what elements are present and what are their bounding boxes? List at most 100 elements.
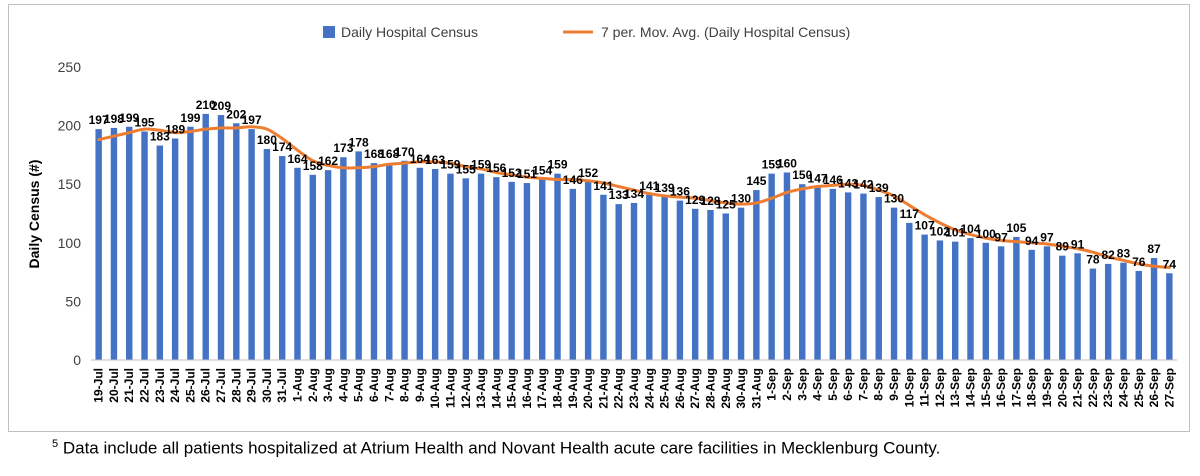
x-tick-label: 3-Aug xyxy=(321,368,335,402)
bar xyxy=(722,213,729,360)
bar xyxy=(156,145,164,360)
data-label: 202 xyxy=(226,107,246,121)
data-label: 117 xyxy=(900,207,920,221)
bar xyxy=(615,204,622,360)
footnote-text: Data include all patients hospitalized a… xyxy=(58,438,941,458)
x-tick-label: 2-Aug xyxy=(306,368,320,402)
bar xyxy=(416,167,424,360)
data-label: 164 xyxy=(410,152,430,166)
x-tick-label: 8-Sep xyxy=(872,368,886,401)
data-label: 91 xyxy=(1071,237,1085,251)
data-label: 189 xyxy=(165,122,185,136)
bar xyxy=(110,127,118,360)
data-label: 105 xyxy=(1006,221,1026,235)
data-label: 94 xyxy=(1025,234,1039,248)
chart-frame: Daily Hospital Census 7 per. Mov. Avg. (… xyxy=(8,4,1190,432)
data-label: 174 xyxy=(272,140,292,154)
bar xyxy=(1089,268,1097,360)
data-label: 130 xyxy=(731,192,751,206)
bar xyxy=(493,177,500,360)
y-tick-label: 0 xyxy=(73,352,81,368)
data-label: 159 xyxy=(471,158,491,172)
x-tick-label: 30-Aug xyxy=(734,368,748,409)
bar xyxy=(1028,249,1035,360)
x-tick-label: 1-Sep xyxy=(765,368,779,401)
x-tick-label: 11-Aug xyxy=(443,368,457,408)
x-tick-label: 15-Aug xyxy=(505,368,519,409)
x-tick-label: 14-Sep xyxy=(964,368,978,407)
bar xyxy=(814,187,821,360)
legend-label-bar: Daily Hospital Census xyxy=(341,24,478,40)
x-tick-label: 25-Aug xyxy=(658,368,672,409)
data-label: 142 xyxy=(853,178,873,192)
bar xyxy=(982,242,990,360)
data-label: 155 xyxy=(456,162,476,176)
bar xyxy=(126,126,133,361)
bar xyxy=(584,181,592,360)
bar xyxy=(768,173,775,360)
x-tick-label: 20-Aug xyxy=(581,368,595,409)
data-label: 83 xyxy=(1117,247,1131,261)
x-tick-label: 8-Aug xyxy=(398,368,412,402)
data-label: 101 xyxy=(945,226,965,240)
x-tick-label: 6-Sep xyxy=(841,368,855,401)
bar xyxy=(661,197,668,360)
x-tick-label: 24-Sep xyxy=(1116,368,1130,407)
x-tick-label: 21-Jul xyxy=(122,368,136,403)
bar xyxy=(340,157,347,360)
data-label: 199 xyxy=(180,111,200,125)
x-tick-label: 21-Aug xyxy=(596,368,610,409)
bar xyxy=(997,246,1005,360)
data-label: 210 xyxy=(196,98,216,112)
x-tick-label: 26-Sep xyxy=(1147,368,1161,407)
bar xyxy=(355,151,362,360)
x-tick-label: 10-Sep xyxy=(902,368,916,407)
bar xyxy=(753,190,760,360)
bar xyxy=(263,149,271,360)
x-tick-label: 10-Aug xyxy=(428,368,442,409)
y-tick-label: 250 xyxy=(58,59,82,75)
data-label: 133 xyxy=(609,188,629,202)
data-label: 168 xyxy=(379,147,399,161)
data-label: 76 xyxy=(1132,255,1146,269)
data-label: 183 xyxy=(150,130,170,144)
data-label: 128 xyxy=(700,194,720,208)
x-tick-label: 16-Aug xyxy=(520,368,534,409)
bar xyxy=(1043,246,1051,360)
x-tick-label: 6-Aug xyxy=(367,368,381,402)
bar xyxy=(171,138,179,360)
data-label: 136 xyxy=(670,185,690,199)
bar xyxy=(141,131,148,360)
bar xyxy=(1013,236,1020,360)
data-label: 141 xyxy=(639,179,659,193)
legend-label-line: 7 per. Mov. Avg. (Daily Hospital Census) xyxy=(601,24,850,40)
x-tick-label: 28-Aug xyxy=(703,368,717,409)
data-label: 143 xyxy=(838,176,858,190)
data-label: 97 xyxy=(1040,230,1054,244)
x-tick-label: 19-Jul xyxy=(92,368,106,403)
x-tick-label: 31-Jul xyxy=(275,368,289,403)
data-label: 159 xyxy=(548,158,568,172)
bar xyxy=(1104,263,1112,360)
data-label: 152 xyxy=(578,166,598,180)
x-tick-label: 1-Aug xyxy=(290,368,304,402)
x-tick-label: 21-Sep xyxy=(1071,368,1085,407)
bar xyxy=(875,197,882,360)
x-tick-label: 27-Aug xyxy=(688,368,702,409)
data-label: 163 xyxy=(425,153,445,167)
data-label: 97 xyxy=(994,230,1008,244)
y-tick-label: 150 xyxy=(58,176,82,192)
x-tick-label: 18-Aug xyxy=(551,368,565,409)
data-label: 134 xyxy=(624,187,644,201)
bar xyxy=(1135,270,1142,360)
x-tick-label: 20-Jul xyxy=(107,368,121,403)
bar xyxy=(278,156,286,360)
x-tick-label: 30-Jul xyxy=(260,368,274,403)
bar xyxy=(1120,262,1127,360)
data-label: 100 xyxy=(976,227,996,241)
data-label: 197 xyxy=(89,113,109,127)
x-tick-label: 29-Aug xyxy=(719,368,733,409)
x-tick-label: 28-Jul xyxy=(229,368,243,403)
y-axis-title: Daily Census (#) xyxy=(26,160,42,269)
data-label: 168 xyxy=(364,147,384,161)
